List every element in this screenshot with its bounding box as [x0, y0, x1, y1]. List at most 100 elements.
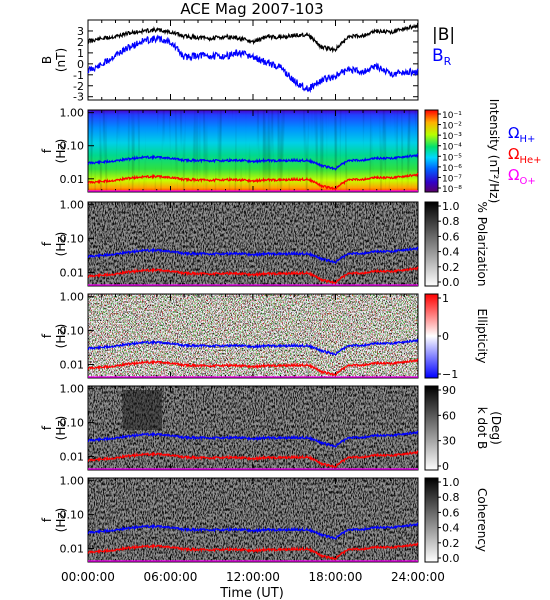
panel-coherency-gyro-h: [87, 522, 419, 541]
b-ytick-label: 1: [77, 47, 84, 60]
panel-k-dot-b-colorbar-tick-label: 90: [442, 384, 456, 397]
omega-legend-2: ΩO+: [508, 166, 536, 187]
panel-polarization-ytick-label: 0.10: [60, 233, 85, 246]
panel-intensity-texture: [88, 110, 418, 192]
panel-coherency-colorbar-tick-label: 1.0: [442, 476, 460, 489]
panel-k-dot-b-ytick-label: 0.10: [60, 417, 85, 430]
panel-k-dot-b-ytick-label: 1.00: [60, 383, 85, 396]
panel-intensity-gyro-he: [87, 172, 419, 191]
panel-polarization-colorbar-tick-label: 0.6: [442, 230, 460, 243]
panel-polarization-ytick-label: 1.00: [60, 199, 85, 212]
x-tick-label: 06:00:00: [144, 570, 198, 584]
panel-intensity-colorbar-title: Intensity (nT²/Hz): [487, 99, 501, 204]
b-ytick-label: -3: [73, 91, 84, 104]
panel-polarization-colorbar: [424, 201, 439, 287]
panel-polarization-colorbar-tick-label: 0.2: [442, 261, 460, 274]
panel-coherency-texture: [88, 478, 418, 562]
panel-ellipticity-ytick-label: 1.00: [60, 291, 85, 304]
panel-ellipticity-ytick-label: 0.01: [60, 359, 85, 372]
omega-symbol: Ω: [508, 166, 519, 184]
panel-ellipticity-ytick-label: 0.10: [60, 325, 85, 338]
omega-subscript: He+: [519, 155, 541, 166]
panel-k-dot-b-dark-region: [122, 390, 162, 430]
panel-intensity-gyro-h: [87, 153, 419, 171]
b-ytick-label: 2: [77, 36, 84, 49]
omega-legend-1: ΩHe+: [508, 145, 542, 166]
omega-legend: ΩH+ΩHe+ΩO+: [508, 124, 542, 187]
x-axis-label: Time (UT): [219, 586, 284, 600]
panel-k-dot-b-gyro-h: [87, 430, 419, 449]
panel-intensity-colorbar-tick-label: 10⁻⁶: [442, 164, 462, 174]
panel-polarization-colorbar-title: % Polarization: [475, 202, 489, 287]
panel-polarization-colorbar-tick-label: 0.4: [442, 246, 460, 259]
panel-intensity-colorbar-tick-label: 10⁻³: [442, 132, 462, 142]
panel-coherency-ytick-label: 1.00: [60, 475, 85, 488]
b-panel-ylabel-unit: (nT): [54, 48, 68, 72]
panel-coherency-ylabel-main: f: [40, 517, 54, 522]
panel-k-dot-b-colorbar: [424, 385, 439, 471]
panel-coherency-ytick-label: 0.01: [60, 543, 85, 556]
panel-intensity-ylabel-main: f: [40, 148, 54, 153]
b-panel-ylabel: B(nT): [40, 48, 68, 72]
panel-coherency-colorbar-tick-label: 0.6: [442, 506, 460, 519]
panel-k-dot-b-ylabel-unit: (Hz): [54, 416, 68, 441]
panel-polarization-ytick-label: 0.01: [60, 267, 85, 280]
b-ytick-label: -1: [73, 69, 84, 82]
legend-br-sub: R: [444, 55, 452, 68]
legend-abs-b: |B|: [432, 25, 455, 45]
panel-k-dot-b-colorbar-tick-label: 0: [442, 460, 449, 473]
b-panel-ylabel-main: B: [40, 56, 54, 64]
legend-br: BR: [432, 46, 452, 68]
panel-coherency-colorbar-tick-label: 0.8: [442, 491, 460, 504]
legend-br-main: B: [432, 46, 444, 66]
panel-intensity-colorbar-tick-label: 10⁻⁸: [442, 185, 462, 195]
panel-ellipticity-texture: [88, 294, 418, 378]
panel-intensity-ylabel: f(Hz): [40, 139, 68, 164]
panel-intensity-colorbar-tick-label: 10⁻⁵: [442, 153, 462, 163]
b-br-line: [87, 34, 419, 94]
panel-polarization-ylabel-main: f: [40, 241, 54, 246]
omega-legend-0: ΩH+: [508, 124, 535, 145]
panel-coherency-gyro-he: [87, 542, 419, 561]
panel-coherency-colorbar-title: Coherency: [475, 488, 489, 552]
panel-coherency-colorbar: [424, 477, 439, 563]
panel-ellipticity-ylabel-unit: (Hz): [54, 324, 68, 349]
panel-intensity-colorbar-tick-label: 10⁻⁷: [442, 174, 462, 184]
panel-ellipticity-gyro-he: [87, 358, 419, 377]
panel-intensity-colorbar-tick-label: 10⁻⁴: [442, 143, 462, 153]
panel-k-dot-b-colorbar-title: k dot B(Deg): [475, 407, 503, 449]
panel-coherency-ytick-label: 0.10: [60, 509, 85, 522]
panel-k-dot-b-ylabel-main: f: [40, 425, 54, 430]
panel-polarization-ylabel-unit: (Hz): [54, 232, 68, 257]
panel-ellipticity-colorbar: [424, 293, 439, 379]
panel-ellipticity-colorbar-title: Ellipticity: [475, 309, 489, 364]
x-tick-label: 12:00:00: [226, 570, 280, 584]
x-tick-label: 00:00:00: [61, 570, 115, 584]
panel-intensity-ytick-label: 0.10: [60, 140, 85, 153]
x-tick-label: 18:00:00: [309, 570, 363, 584]
panel-k-dot-b-ylabel: f(Hz): [40, 416, 68, 441]
panel-polarization-texture: [88, 202, 418, 286]
b-legend: |B| BR: [432, 25, 455, 68]
x-tick-label: 24:00:00: [391, 570, 445, 584]
b-ytick-label: 3: [77, 25, 84, 38]
panel-coherency-ylabel-unit: (Hz): [54, 508, 68, 533]
panel-intensity-ytick-label: 0.01: [60, 173, 85, 186]
b-abs-line: [87, 22, 419, 54]
omega-subscript: O+: [519, 176, 535, 187]
lines-layer: [87, 22, 419, 562]
panel-polarization-ylabel: f(Hz): [40, 232, 68, 257]
panels-layer: B(nT)3210-1-2-3f(Hz)1.000.100.0110⁻¹10⁻²…: [40, 19, 503, 565]
panel-ellipticity-gyro-h: [87, 338, 419, 357]
x-tick-labels: 00:00:00 06:00:00 12:00:00 18:00:00 24:00:00: [61, 570, 445, 584]
panel-intensity-colorbar-tick-label: 10⁻²: [442, 122, 462, 132]
panel-coherency-colorbar-tick-label: 0.2: [442, 537, 460, 550]
omega-subscript: H+: [519, 134, 535, 145]
panel-ellipticity-colorbar-tick-label: 0: [442, 330, 449, 343]
panel-coherency-colorbar-tick-label: 0.4: [442, 522, 460, 535]
omega-symbol: Ω: [508, 145, 519, 163]
panel-ellipticity-colorbar-tick-label: −1: [442, 368, 458, 381]
panel-k-dot-b-colorbar-title-unit: (Deg): [489, 411, 503, 445]
panel-intensity-colorbar-tick-label: 10⁻¹: [442, 111, 462, 121]
